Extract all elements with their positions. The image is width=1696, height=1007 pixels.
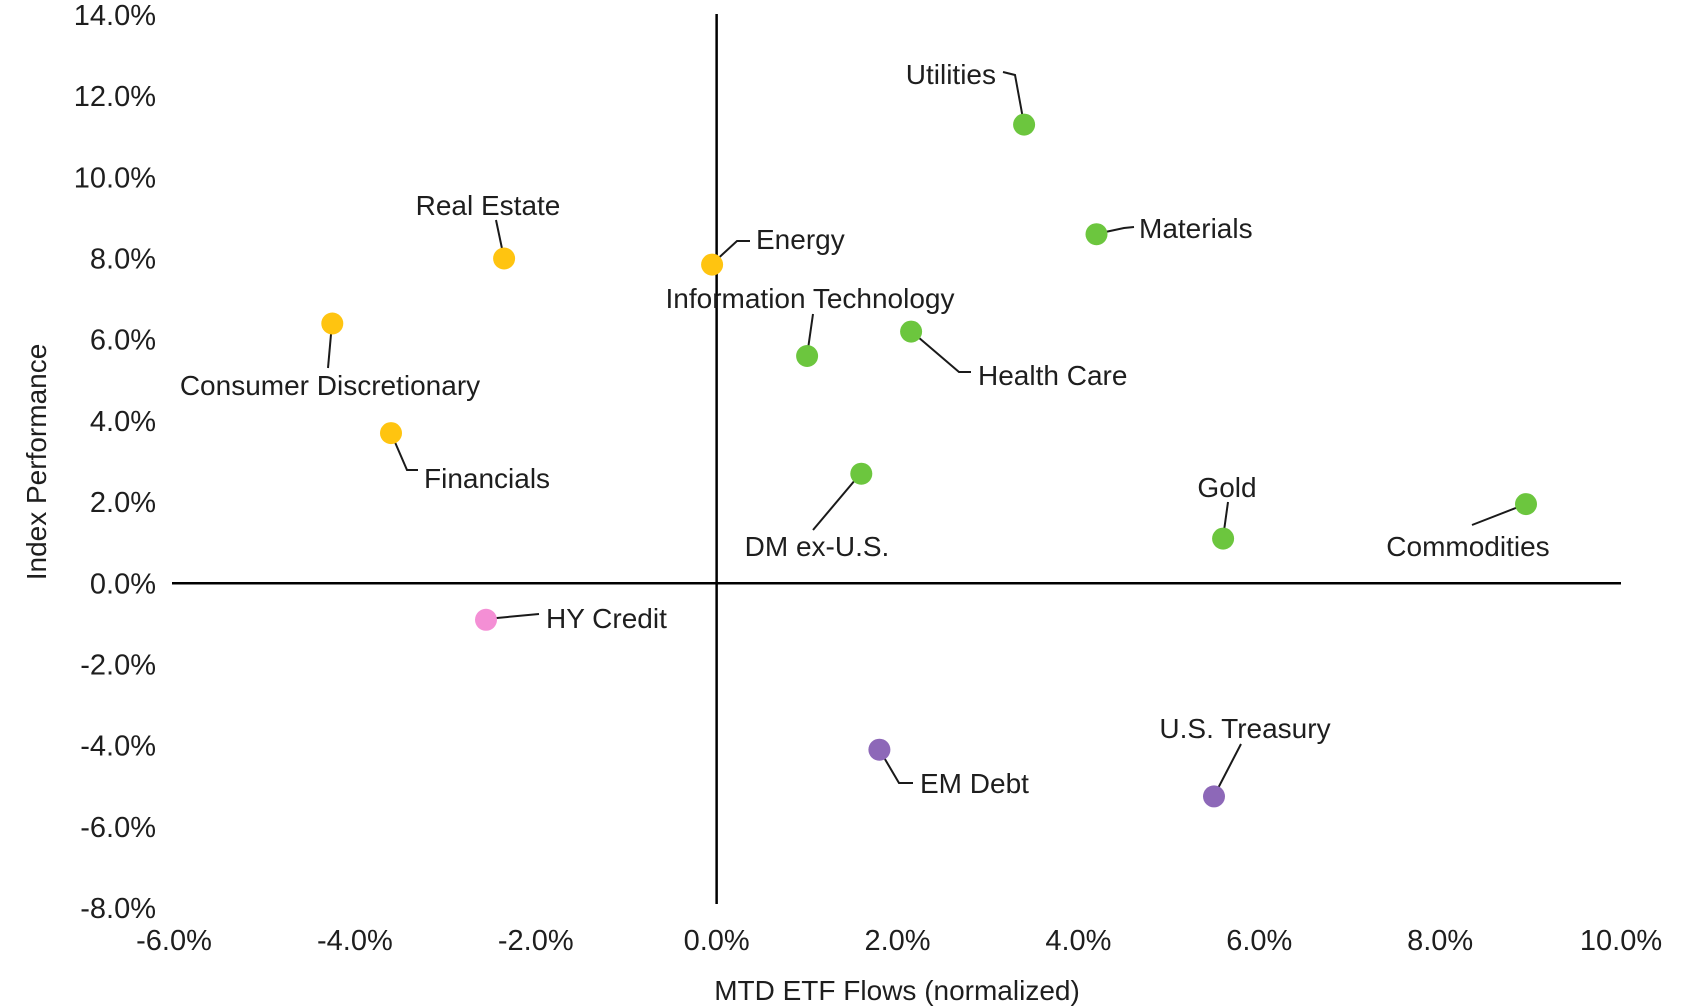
- y-tick-label-14-0: 14.0%: [74, 0, 156, 32]
- data-point-u-s-treasury: [1203, 785, 1225, 808]
- x-tick-label-2-0: -2.0%: [498, 925, 574, 957]
- point-label-financials: Financials: [424, 463, 550, 494]
- x-axis-title: MTD ETF Flows (normalized): [714, 975, 1080, 1006]
- point-label-consumer-discretionary: Consumer Discretionary: [180, 370, 480, 401]
- leader-line-financials: [390, 432, 418, 471]
- leader-line-energy: [711, 240, 750, 265]
- point-label-information-technology: Information Technology: [666, 283, 955, 314]
- y-axis-title: Index Performance: [21, 344, 52, 581]
- leader-line-utilities: [1002, 71, 1025, 125]
- axis-layer: [172, 14, 1621, 904]
- leader-line-health-care: [910, 330, 971, 373]
- leader-line-em-debt: [878, 748, 913, 784]
- y-tick-label-4-0: -4.0%: [80, 731, 156, 763]
- data-point-em-debt: [868, 738, 891, 761]
- x-tick-label-0-0: 0.0%: [684, 925, 750, 957]
- y-tick-label-12-0: 12.0%: [74, 81, 156, 113]
- point-label-hy-credit: HY Credit: [546, 603, 667, 634]
- x-tick-label-8-0: 8.0%: [1407, 925, 1473, 957]
- y-tick-label-8-0: -8.0%: [80, 893, 156, 925]
- data-point-consumer-discretionary: [321, 312, 344, 335]
- leader-line-dm-ex-u-s: [812, 472, 862, 531]
- x-tick-label-4-0: 4.0%: [1045, 925, 1111, 957]
- point-label-energy: Energy: [756, 224, 845, 255]
- point-label-utilities: Utilities: [906, 59, 996, 90]
- point-label-materials: Materials: [1139, 213, 1253, 244]
- x-tick-label-6-0: -6.0%: [136, 925, 212, 957]
- x-tick-label-2-0: 2.0%: [864, 925, 930, 957]
- point-label-dm-ex-u-s: DM ex-U.S.: [745, 531, 890, 562]
- data-point-information-technology: [796, 345, 819, 367]
- data-point-materials: [1085, 223, 1108, 246]
- data-point-utilities: [1013, 113, 1036, 136]
- data-point-financials: [380, 422, 402, 445]
- y-tick-label-8-0: 8.0%: [90, 244, 156, 276]
- point-label-gold: Gold: [1197, 472, 1256, 503]
- point-label-layer: Real Estate Consumer Discretionary Financi…: [180, 59, 1550, 799]
- y-tick-label-2-0: 2.0%: [90, 487, 156, 519]
- y-tick-label-6-0: -6.0%: [80, 812, 156, 844]
- tick-label-layer: 14.0% 12.0% 10.0% 8.0% 6.0% 4.0% 2.0% 0.0% -2.0%…: [74, 0, 1662, 957]
- y-tick-label-0-0: 0.0%: [90, 568, 156, 600]
- x-tick-label-6-0: 6.0%: [1226, 925, 1292, 957]
- x-tick-label-10-0: 10.0%: [1580, 925, 1662, 957]
- point-label-real-estate: Real Estate: [416, 190, 561, 221]
- data-point-commodities: [1515, 493, 1537, 516]
- data-point-dm-ex-u-s: [850, 462, 873, 485]
- point-label-u-s-treasury: U.S. Treasury: [1159, 713, 1330, 744]
- data-point-layer: [321, 113, 1537, 808]
- point-label-em-debt: EM Debt: [920, 768, 1029, 799]
- y-tick-label-4-0: 4.0%: [90, 406, 156, 438]
- data-point-hy-credit: [475, 608, 497, 631]
- data-point-gold: [1212, 527, 1235, 550]
- data-point-energy: [701, 253, 724, 276]
- y-tick-label-10-0: 10.0%: [74, 162, 156, 194]
- data-point-real-estate: [493, 247, 516, 270]
- point-label-commodities: Commodities: [1386, 531, 1549, 562]
- point-label-health-care: Health Care: [978, 360, 1127, 391]
- x-tick-label-4-0: -4.0%: [317, 925, 393, 957]
- leader-line-layer: [327, 71, 1527, 797]
- data-point-health-care: [900, 320, 923, 343]
- y-tick-label-2-0: -2.0%: [80, 649, 156, 681]
- y-tick-label-6-0: 6.0%: [90, 325, 156, 357]
